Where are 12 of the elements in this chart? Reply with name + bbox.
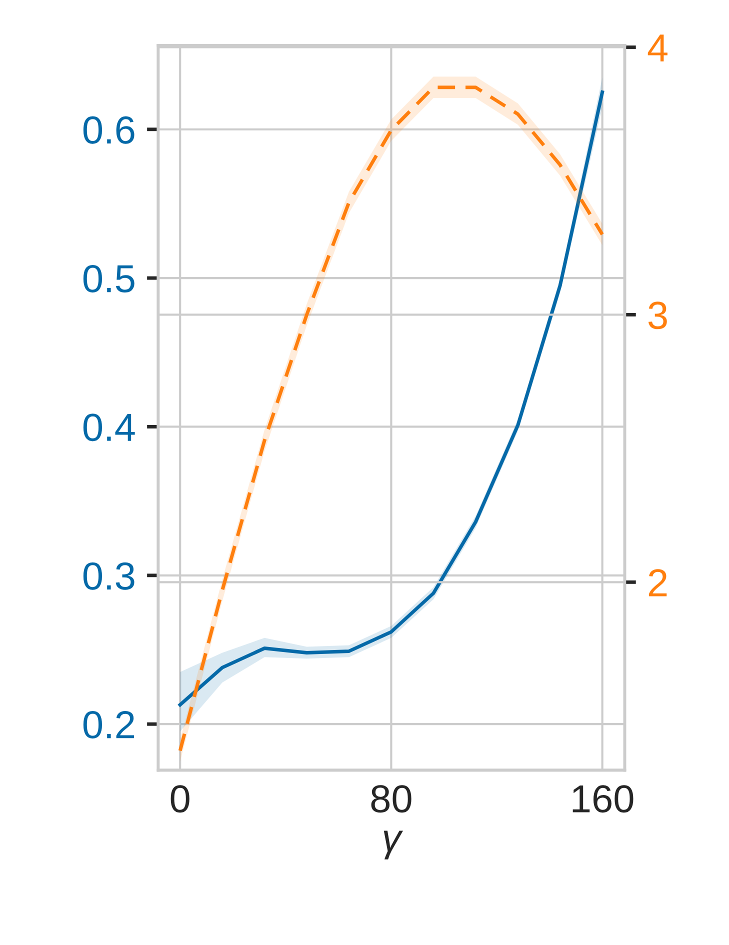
y-tick-label: 0.2: [83, 711, 134, 739]
y2-tick-label: 2: [648, 569, 667, 596]
y-tick-label: 0.5: [83, 264, 134, 293]
y-tick-label: 0.3: [83, 562, 134, 590]
x-tick-label: 160: [572, 785, 634, 813]
y2-tick-label: 4: [648, 34, 668, 62]
y2-tick-label: 3: [648, 302, 667, 330]
x-axis-title: γ: [384, 830, 404, 860]
x-tick-label: 0: [170, 785, 190, 813]
y-tick-label: 0.4: [83, 414, 135, 442]
x-tick-label: 80: [371, 785, 412, 813]
y-tick-label: 0.6: [83, 116, 134, 144]
